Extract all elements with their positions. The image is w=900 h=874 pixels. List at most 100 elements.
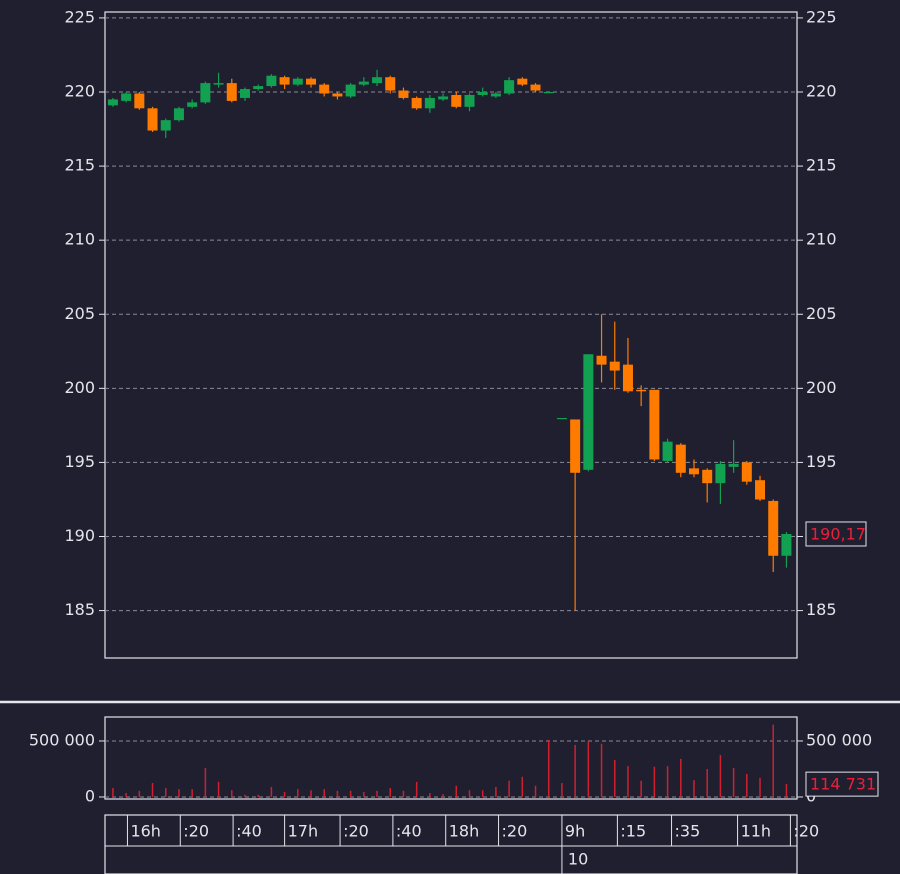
volume-bar xyxy=(402,790,405,797)
volume-bar xyxy=(429,793,431,797)
candle-body xyxy=(464,94,475,107)
candle-body xyxy=(490,93,501,97)
x-tick-label: 11h xyxy=(741,822,772,841)
candle-body xyxy=(728,463,739,467)
candle-body xyxy=(622,364,633,392)
volume-bar xyxy=(732,767,735,797)
volume-bar xyxy=(442,794,444,797)
volume-bar xyxy=(521,776,524,797)
candle-body xyxy=(411,97,422,109)
candle-body xyxy=(385,77,396,91)
volume-bar xyxy=(587,740,590,797)
candle-body xyxy=(292,78,303,85)
volume-bar xyxy=(112,788,114,797)
volume-bar xyxy=(151,782,154,797)
volume-bar xyxy=(323,789,325,797)
candle-body xyxy=(556,417,567,420)
volume-bar xyxy=(574,744,576,797)
last-value-label: 114 731 xyxy=(810,775,876,794)
candle-body xyxy=(636,389,647,392)
candle-body xyxy=(332,93,343,97)
y-tick-label: 185 xyxy=(64,600,95,619)
volume-bar xyxy=(257,794,259,797)
candle-body xyxy=(609,361,620,371)
y-tick-label: 215 xyxy=(806,156,837,175)
y-tick-label: 215 xyxy=(64,156,95,175)
y-tick-label: 195 xyxy=(64,452,95,471)
y-tick-label: 500 000 xyxy=(806,730,872,749)
candle-body xyxy=(688,468,699,475)
candle-body xyxy=(266,75,277,87)
candle-body xyxy=(424,97,435,109)
candle-body xyxy=(213,83,224,85)
candle-body xyxy=(438,96,449,100)
volume-bar xyxy=(415,781,418,797)
volume-bar xyxy=(283,791,286,797)
volume-bar xyxy=(231,790,233,797)
volume-bar xyxy=(627,766,629,797)
volume-bar xyxy=(363,791,365,797)
y-tick-label: 500 000 xyxy=(29,730,95,749)
x-tick-label: :20 xyxy=(793,822,819,841)
volume-bar xyxy=(455,785,458,797)
candle-body xyxy=(398,90,409,98)
y-tick-label: 0 xyxy=(85,786,95,805)
last-value-box xyxy=(805,521,867,547)
y-tick-label: 220 xyxy=(806,82,837,101)
volume-bar xyxy=(191,789,193,797)
volume-bar xyxy=(349,790,352,797)
candle-body xyxy=(107,99,118,106)
y-tick-label: 225 xyxy=(64,7,95,26)
x-tick-label: :20 xyxy=(183,822,209,841)
volume-bar xyxy=(138,790,141,797)
candle-body xyxy=(173,108,184,121)
candle-body xyxy=(345,84,356,97)
volume-bar xyxy=(534,785,537,797)
y-tick-label: 185 xyxy=(806,600,837,619)
y-tick-label: 205 xyxy=(806,304,837,323)
last-value-box xyxy=(805,771,879,797)
candle-body xyxy=(134,93,145,109)
volume-bar xyxy=(481,790,484,797)
volume-bar xyxy=(614,760,616,797)
candle-body xyxy=(781,533,792,556)
candle-body xyxy=(675,444,686,473)
volume-bar xyxy=(561,782,563,797)
candle-body xyxy=(147,108,158,131)
candle-body xyxy=(451,94,462,107)
x-tick-label: :15 xyxy=(620,822,646,841)
volume-bar xyxy=(680,758,682,797)
volume-bar xyxy=(719,754,722,797)
candle-body xyxy=(530,84,541,91)
candle-body xyxy=(741,462,752,482)
candle-body xyxy=(504,80,515,94)
y-tick-label: 200 xyxy=(806,378,837,397)
time-axis-frame xyxy=(104,814,798,874)
x-tick-label: :35 xyxy=(675,822,701,841)
volume-bar xyxy=(244,794,246,797)
x-tick-label: 17h xyxy=(288,822,319,841)
volume-bar xyxy=(164,788,167,797)
candle-body xyxy=(121,93,132,101)
candle-body xyxy=(715,463,726,484)
volume-bar xyxy=(336,790,339,797)
volume-bar xyxy=(270,786,273,797)
candle-body xyxy=(755,480,766,500)
last-value-label: 190,17 xyxy=(810,524,866,543)
candle-body xyxy=(187,102,198,107)
volume-bar xyxy=(468,790,471,797)
y-tick-label: 205 xyxy=(64,304,95,323)
volume-bar xyxy=(640,780,642,797)
volume-bar xyxy=(706,768,708,797)
candle-body xyxy=(372,77,383,84)
date-label: 10 xyxy=(568,850,588,869)
volume-bar xyxy=(772,724,774,797)
y-tick-label: 195 xyxy=(806,452,837,471)
candle-body xyxy=(279,77,290,85)
candle-body xyxy=(517,78,528,85)
volume-bar xyxy=(389,788,392,797)
volume-bar xyxy=(508,780,510,797)
volume-bar xyxy=(547,739,550,797)
y-tick-label: 220 xyxy=(64,82,95,101)
